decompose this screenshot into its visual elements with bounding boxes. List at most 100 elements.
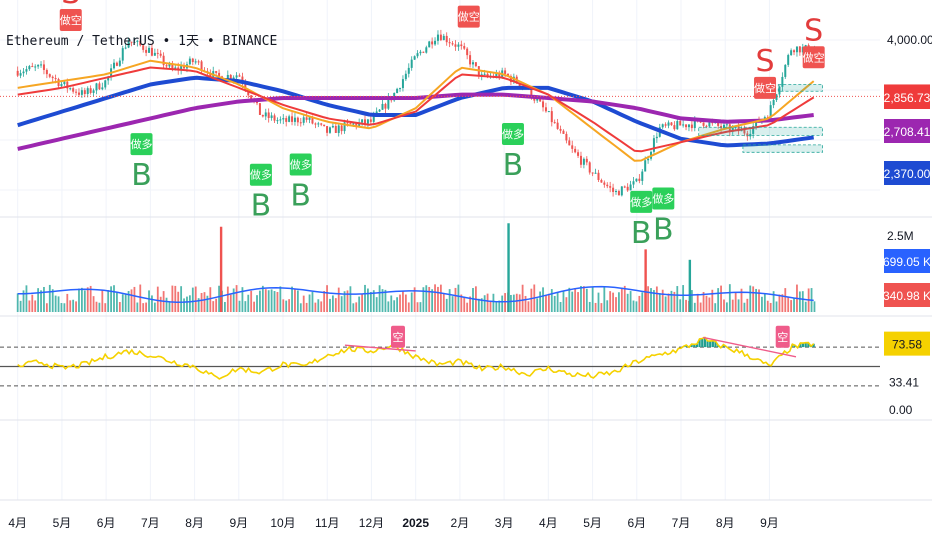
volume-bar bbox=[565, 297, 568, 312]
time-axis[interactable]: 4月 5月 6月 7月 8月 9月 10月 11月 12月 2025 2月 3月 4月 5月 6月 7月 8月 9… bbox=[8, 516, 778, 530]
candle-body bbox=[725, 124, 728, 126]
volume-bar bbox=[361, 293, 363, 312]
volume-bar bbox=[159, 296, 162, 312]
price-pane[interactable]: 做空S做多B做多B做多B做空S做多B做多B做多B做空S做空S bbox=[0, 0, 880, 251]
price-label-badge[interactable] bbox=[884, 85, 930, 109]
sell-signal-tag[interactable] bbox=[457, 5, 480, 28]
candle-body bbox=[542, 101, 545, 108]
volume-bar bbox=[232, 288, 235, 312]
candle-body bbox=[279, 119, 282, 121]
candle-body bbox=[498, 73, 501, 78]
volume-bar bbox=[542, 287, 544, 312]
candle-body bbox=[518, 83, 521, 88]
volume-bar bbox=[696, 293, 699, 312]
volume-bar bbox=[98, 302, 101, 312]
candle-body bbox=[559, 128, 562, 131]
volume-pane[interactable] bbox=[16, 223, 816, 312]
volume-bar bbox=[25, 285, 28, 312]
volume-bar bbox=[480, 298, 483, 312]
volume-bar bbox=[393, 300, 396, 312]
time-axis-tick: 12月 bbox=[359, 516, 384, 530]
volume-bar bbox=[206, 295, 209, 312]
candle-body bbox=[92, 90, 95, 93]
candle-body bbox=[209, 73, 212, 77]
candle-body bbox=[352, 123, 355, 125]
volume-value-badge[interactable] bbox=[884, 249, 930, 273]
volume-bar bbox=[439, 284, 442, 312]
volume-bar bbox=[714, 303, 717, 312]
buy-signal-tag[interactable] bbox=[289, 153, 312, 176]
price-label-badge[interactable] bbox=[884, 161, 930, 185]
buy-signal-letter: B bbox=[653, 212, 674, 247]
volume-bar bbox=[51, 289, 54, 312]
volume-bar bbox=[778, 294, 781, 312]
volume-bar bbox=[273, 291, 276, 312]
candle-body bbox=[536, 98, 539, 101]
rsi-pane[interactable]: 空空 bbox=[0, 325, 880, 387]
candle-body bbox=[562, 130, 565, 134]
candle-body bbox=[509, 75, 512, 83]
candle-body bbox=[261, 114, 264, 117]
candle-body bbox=[361, 119, 364, 123]
volume-bar bbox=[577, 292, 579, 312]
candle-body bbox=[790, 50, 793, 56]
volume-bar bbox=[524, 295, 527, 312]
candle-body bbox=[606, 184, 609, 187]
rsi-value-badge[interactable] bbox=[884, 331, 930, 356]
candle-body bbox=[638, 178, 641, 181]
volume-bar bbox=[127, 291, 130, 312]
buy-signal-tag[interactable] bbox=[630, 190, 653, 213]
sell-signal-tag[interactable] bbox=[754, 76, 777, 99]
candle-body bbox=[667, 122, 670, 126]
candle-body bbox=[133, 41, 136, 43]
time-axis-tick: 7月 bbox=[672, 516, 691, 530]
volume-bar bbox=[559, 301, 562, 312]
candle-body bbox=[232, 77, 235, 80]
divergence-tag[interactable] bbox=[390, 325, 405, 348]
price-label-badge[interactable] bbox=[884, 119, 930, 143]
divergence-line bbox=[702, 336, 797, 358]
candle-body bbox=[40, 64, 43, 66]
candle-body bbox=[296, 117, 299, 123]
buy-signal-tag[interactable] bbox=[501, 123, 524, 145]
candle-body bbox=[258, 103, 261, 115]
candle-body bbox=[436, 34, 439, 41]
divergence-tag[interactable] bbox=[775, 325, 790, 348]
volume-bar bbox=[294, 289, 296, 312]
buy-signal-tag[interactable] bbox=[249, 163, 272, 186]
time-axis-tick: 9月 bbox=[760, 516, 779, 530]
volume-bar bbox=[116, 292, 118, 312]
divergence-tag-text: 空 bbox=[777, 330, 788, 344]
sell-signal-letter: S bbox=[756, 44, 775, 79]
volume-bar bbox=[431, 289, 434, 312]
buy-signal-tag[interactable] bbox=[652, 187, 675, 210]
volume-bar bbox=[568, 287, 571, 312]
volume-bar bbox=[372, 290, 375, 312]
time-axis-tick: 8月 bbox=[716, 516, 735, 530]
sell-signal-tag[interactable] bbox=[59, 8, 82, 31]
volume-bar bbox=[428, 286, 431, 312]
candle-body bbox=[136, 40, 139, 42]
volume-bar bbox=[241, 287, 244, 312]
buy-signal-tag[interactable] bbox=[130, 133, 153, 156]
volume-bar bbox=[688, 259, 692, 312]
price-axis[interactable]: 4,000.002,974.332,856.732,708.412,370.00… bbox=[883, 33, 932, 417]
candle-body bbox=[556, 122, 559, 129]
candle-body bbox=[194, 61, 197, 63]
candle-body bbox=[682, 124, 685, 126]
volume-bar bbox=[226, 286, 229, 312]
volume-bar bbox=[498, 300, 501, 312]
candle-body bbox=[45, 69, 48, 75]
volume-bar bbox=[562, 290, 565, 312]
candle-body bbox=[238, 75, 241, 77]
buy-signal-letter: B bbox=[290, 179, 311, 214]
volume-bar bbox=[63, 303, 66, 312]
volume-bar bbox=[626, 293, 629, 312]
candle-body bbox=[422, 51, 425, 53]
volume-value-badge[interactable] bbox=[884, 283, 930, 307]
volume-bar bbox=[711, 289, 714, 312]
candle-body bbox=[571, 145, 574, 149]
candle-body bbox=[746, 133, 749, 137]
sell-signal-tag[interactable] bbox=[802, 46, 825, 69]
